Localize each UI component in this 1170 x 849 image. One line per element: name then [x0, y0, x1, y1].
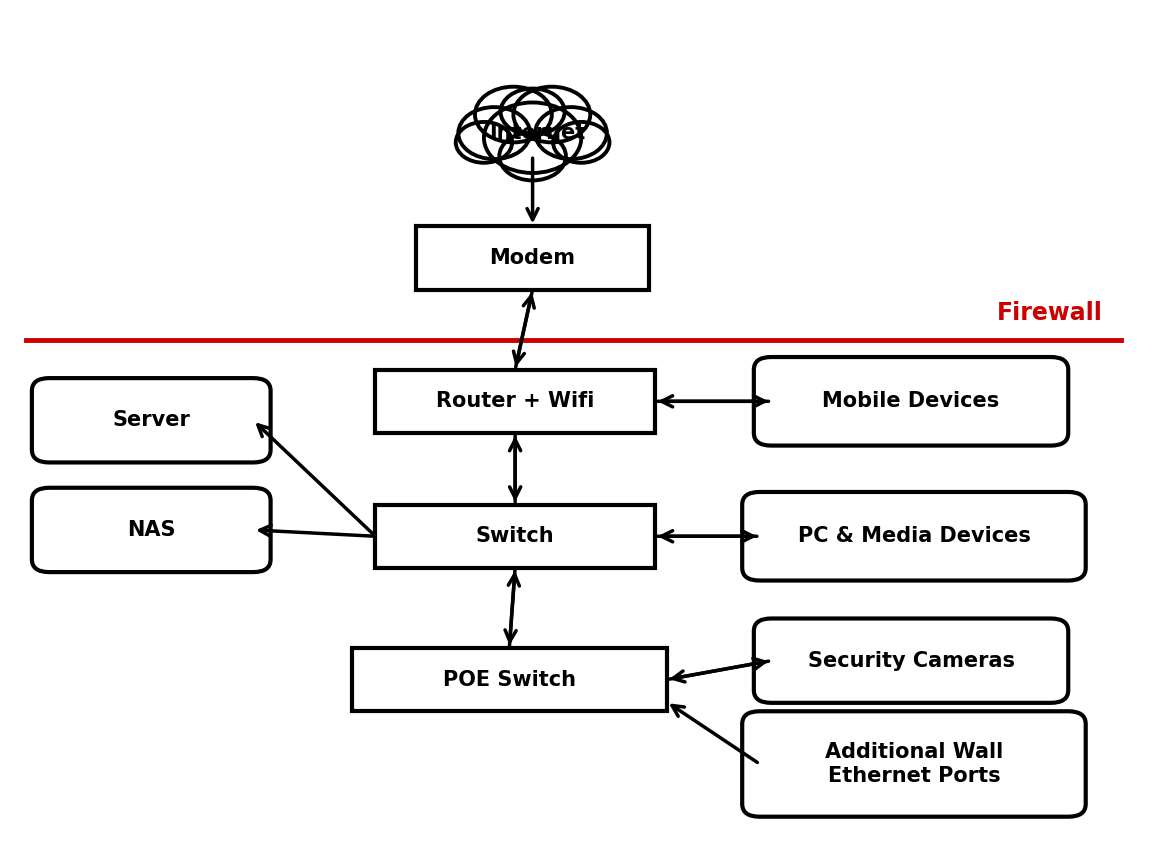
Circle shape	[514, 87, 590, 143]
Text: Mobile Devices: Mobile Devices	[823, 391, 999, 411]
Circle shape	[484, 103, 581, 173]
FancyBboxPatch shape	[742, 711, 1086, 817]
Circle shape	[553, 122, 610, 163]
Text: Firewall: Firewall	[997, 301, 1103, 325]
Text: Security Cameras: Security Cameras	[807, 650, 1014, 671]
FancyBboxPatch shape	[753, 618, 1068, 703]
Circle shape	[501, 88, 565, 135]
Text: Additional Wall
Ethernet Ports: Additional Wall Ethernet Ports	[825, 742, 1003, 785]
Text: Modem: Modem	[489, 248, 576, 268]
Text: Router + Wifi: Router + Wifi	[436, 391, 594, 411]
Circle shape	[459, 107, 530, 159]
FancyBboxPatch shape	[32, 378, 270, 463]
FancyBboxPatch shape	[753, 357, 1068, 446]
Circle shape	[500, 132, 566, 180]
FancyBboxPatch shape	[742, 492, 1086, 581]
Bar	[376, 369, 655, 433]
Bar	[352, 648, 667, 711]
Circle shape	[475, 87, 552, 143]
Circle shape	[456, 122, 512, 163]
Text: Switch: Switch	[476, 526, 555, 546]
Text: Server: Server	[112, 410, 191, 430]
Text: PC & Media Devices: PC & Media Devices	[798, 526, 1031, 546]
Text: POE Switch: POE Switch	[442, 670, 576, 689]
Text: Internet: Internet	[489, 123, 586, 143]
Text: NAS: NAS	[128, 520, 176, 540]
FancyBboxPatch shape	[32, 488, 270, 572]
Bar	[417, 227, 649, 290]
Bar	[376, 504, 655, 568]
Circle shape	[535, 107, 607, 159]
